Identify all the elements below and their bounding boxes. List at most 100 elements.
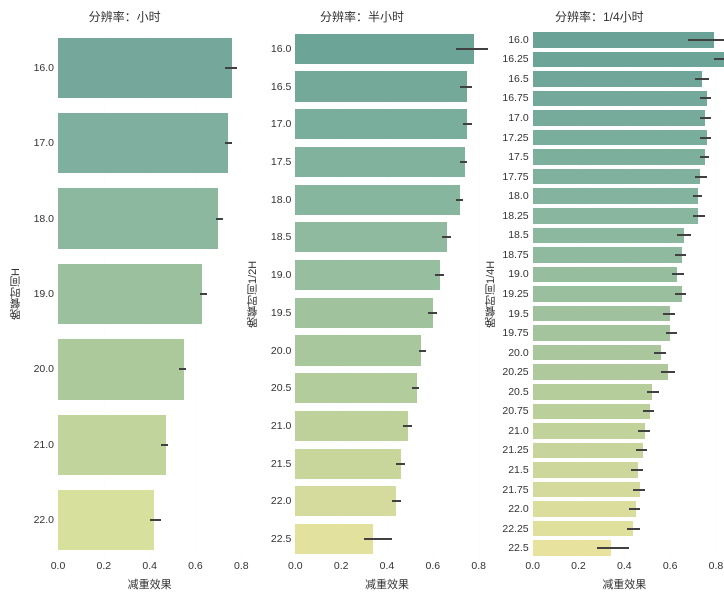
error-bar [216, 218, 223, 220]
y-tick-label: 22.0 [508, 503, 528, 515]
error-bar [428, 312, 437, 314]
x-tick-label: 0.4 [617, 560, 632, 572]
y-tick-label: 20.0 [508, 347, 528, 359]
x-axis-label: 减重效果 [128, 576, 172, 592]
bar [295, 185, 460, 215]
bar [533, 345, 661, 361]
y-tick-label: 16.25 [502, 53, 528, 65]
error-bar [695, 176, 706, 178]
panel-title: 分辨率：小时 [8, 8, 241, 30]
error-bar [597, 547, 629, 549]
gridline [716, 30, 717, 558]
error-bar [150, 519, 161, 521]
bar [533, 169, 700, 185]
bars-container [533, 30, 716, 558]
error-bar [661, 371, 675, 373]
y-tick-label: 22.0 [271, 495, 291, 507]
error-bar [179, 368, 186, 370]
y-tick-label: 18.0 [34, 213, 54, 225]
y-tick-label: 16.5 [508, 73, 528, 85]
y-tick-label: 16.5 [271, 81, 291, 93]
bar [533, 110, 705, 126]
bar [533, 91, 707, 107]
y-tick-label: 17.25 [502, 132, 528, 144]
y-tick-label: 19.75 [502, 327, 528, 339]
error-bar [693, 195, 702, 197]
bar [533, 325, 670, 341]
y-tick-label: 17.5 [271, 156, 291, 168]
error-bar [200, 293, 207, 295]
y-tick-label: 16.75 [502, 92, 528, 104]
chart-panel: 分辨率：半小时晚餐时间1/2H16.016.517.017.518.018.51… [243, 8, 480, 596]
y-tick-label: 20.5 [271, 382, 291, 394]
y-axis-label: 晚餐时间H [8, 30, 24, 558]
x-tick-label: 0.0 [51, 560, 66, 572]
y-tick-label: 18.25 [502, 210, 528, 222]
bar [533, 149, 705, 165]
y-tick-column: 16.016.2516.516.7517.017.2517.517.7518.0… [499, 30, 533, 558]
chart-panel: 分辨率：小时晚餐时间H16.017.018.019.020.021.022.00… [6, 8, 243, 596]
y-tick-label: 16.0 [271, 43, 291, 55]
error-bar [403, 425, 412, 427]
bar [533, 208, 698, 224]
bar [533, 423, 645, 439]
error-bar [225, 67, 236, 69]
y-tick-label: 18.5 [271, 231, 291, 243]
bar [295, 147, 465, 177]
y-tick-label: 19.0 [271, 269, 291, 281]
y-tick-label: 19.25 [502, 288, 528, 300]
bar [533, 482, 641, 498]
bar [533, 228, 684, 244]
bar [533, 32, 714, 48]
x-axis-label: 减重效果 [602, 576, 646, 592]
panel-title: 分辨率：半小时 [245, 8, 478, 30]
bar [295, 222, 446, 252]
y-tick-label: 22.0 [34, 514, 54, 526]
bar [533, 443, 643, 459]
bar [533, 267, 677, 283]
bar [295, 34, 474, 64]
y-tick-label: 21.0 [34, 439, 54, 451]
error-bar [693, 215, 704, 217]
y-tick-label: 21.75 [502, 484, 528, 496]
y-tick-label: 18.5 [508, 229, 528, 241]
figure: 分辨率：小时晚餐时间H 16.0 17.0 18.0 19.0 20.0 21.0 22.0 0… [0, 0, 724, 604]
bar [295, 373, 416, 403]
bar [58, 490, 154, 550]
bar [295, 71, 467, 101]
error-bar [666, 332, 677, 334]
bar [533, 286, 682, 302]
y-tick-label: 22.5 [508, 542, 528, 554]
x-tick-label: 0.2 [334, 560, 349, 572]
error-bar [460, 86, 471, 88]
error-bar [675, 293, 686, 295]
y-tick-label: 16.0 [508, 34, 528, 46]
error-bar [638, 430, 649, 432]
y-tick-label: 21.25 [502, 444, 528, 456]
plot-area: 晚餐时间H16.017.018.019.020.021.022.0 [8, 30, 241, 558]
bar [58, 264, 202, 324]
error-bar [442, 236, 451, 238]
x-tick-label: 0.2 [97, 560, 112, 572]
panel-title: 分辨率：1/4小时 [483, 8, 716, 30]
bar [58, 38, 232, 98]
chart-panel: 分辨率：1/4小时晚餐时间1/4H16.016.2516.516.7517.01… [481, 8, 718, 596]
y-tick-label: 17.75 [502, 171, 528, 183]
y-tick-label: 16.0 [34, 62, 54, 74]
x-tick-label: 0.0 [288, 560, 303, 572]
bar [295, 335, 421, 365]
y-tick-label: 17.0 [508, 112, 528, 124]
y-tick-label: 20.0 [34, 363, 54, 375]
bar [58, 415, 166, 475]
error-bar [435, 274, 444, 276]
x-tick-label: 0.4 [380, 560, 395, 572]
bar [533, 71, 703, 87]
error-bar [677, 234, 691, 236]
gridline [479, 30, 480, 558]
bars-container [295, 30, 478, 558]
bar [533, 306, 670, 322]
bar [533, 462, 638, 478]
y-tick-column: 16.016.517.017.518.018.519.019.520.020.5… [261, 30, 295, 558]
y-tick-label: 19.5 [508, 308, 528, 320]
error-bar [364, 538, 391, 540]
